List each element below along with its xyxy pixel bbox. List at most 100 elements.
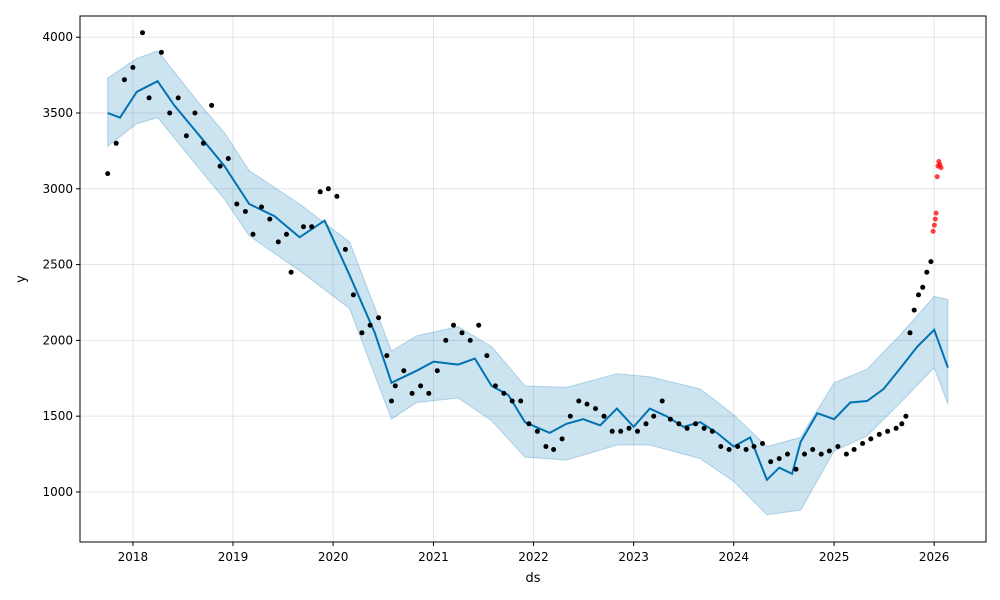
observed-point	[635, 428, 640, 434]
observed-point	[584, 401, 590, 407]
observed-point	[718, 444, 724, 449]
y-axis-title: y	[14, 275, 29, 283]
observed-point	[684, 425, 690, 431]
held-out-point	[930, 228, 936, 234]
observed-point	[893, 425, 899, 431]
observed-point	[899, 421, 905, 427]
observed-point	[183, 133, 189, 139]
y-tick-label: 2000	[42, 333, 73, 347]
x-tick-label: 2026	[919, 550, 950, 564]
observed-point	[401, 368, 407, 374]
observed-point	[618, 428, 624, 434]
observed-point	[793, 466, 799, 472]
observed-point	[192, 110, 198, 116]
observed-point	[924, 269, 930, 275]
observed-point	[267, 216, 273, 222]
observed-point	[209, 102, 215, 108]
grid	[80, 16, 986, 542]
observed-point	[451, 322, 456, 328]
observed-point	[121, 77, 127, 83]
observed-point	[334, 193, 340, 199]
observed-point	[105, 171, 111, 177]
observed-point	[392, 383, 398, 389]
y-tick-label: 1000	[42, 485, 73, 499]
observed-point	[509, 398, 515, 404]
observed-point	[459, 330, 465, 336]
observed-point	[389, 398, 394, 404]
observed-point	[810, 447, 816, 452]
observed-point	[928, 259, 934, 265]
observed-point	[140, 30, 145, 36]
observed-point	[920, 284, 926, 290]
observed-point	[275, 239, 281, 245]
observed-point	[576, 398, 582, 404]
observed-point	[350, 292, 356, 298]
observed-point	[342, 246, 348, 252]
observed-point	[751, 444, 757, 449]
observed-point	[835, 444, 841, 449]
y-axis: 1000 1500 2000 2500 3000 3500 4000	[42, 30, 80, 499]
held-out-points	[930, 159, 944, 234]
x-axis: 2018 2019 2020 2021 2022 2023 2024 2025 2026	[118, 542, 950, 564]
observed-point	[907, 330, 913, 336]
forecast-line-group	[107, 79, 949, 482]
observed-point	[916, 292, 921, 298]
observed-point	[175, 95, 181, 101]
held-out-point	[933, 210, 939, 216]
observed-point	[868, 436, 874, 442]
y-tick-label: 2500	[42, 258, 73, 272]
observed-point	[217, 163, 223, 169]
observed-point	[676, 421, 682, 427]
held-out-point	[934, 174, 940, 180]
observed-point	[200, 140, 206, 146]
observed-point	[593, 406, 598, 412]
observed-point	[376, 315, 382, 321]
observed-point	[250, 231, 256, 237]
observed-point	[501, 390, 507, 396]
held-out-point	[932, 216, 938, 222]
observed-point	[567, 413, 573, 419]
observed-point	[225, 156, 231, 161]
held-out-point	[931, 222, 937, 228]
plot-frame	[79, 15, 987, 543]
observed-point	[701, 425, 707, 431]
observed-point	[659, 398, 665, 404]
observed-point	[384, 353, 390, 359]
x-tick-label: 2025	[819, 550, 850, 564]
observed-point	[359, 330, 365, 336]
observed-point	[651, 413, 657, 419]
observed-point	[130, 65, 136, 70]
x-tick-label: 2024	[718, 550, 749, 564]
observed-point	[242, 209, 248, 214]
observed-point	[259, 204, 264, 210]
observed-point	[443, 337, 449, 343]
observed-point	[367, 322, 373, 328]
observed-point	[851, 447, 857, 452]
observed-point	[492, 383, 498, 389]
observed-point	[743, 447, 749, 452]
observed-point	[693, 421, 699, 427]
observed-point	[860, 441, 866, 446]
observed-point	[843, 451, 849, 457]
observed-point	[317, 189, 323, 195]
observed-point	[476, 322, 482, 328]
observed-point	[167, 110, 173, 116]
observed-point	[768, 459, 774, 465]
observed-point	[903, 413, 909, 419]
observed-point	[776, 456, 782, 462]
x-tick-label: 2019	[218, 550, 249, 564]
observed-point	[146, 95, 152, 101]
observed-point	[559, 436, 565, 442]
observed-point	[726, 447, 732, 452]
observed-point	[643, 421, 649, 427]
observed-point	[301, 224, 306, 230]
observed-point	[826, 448, 832, 454]
observed-point	[543, 444, 549, 449]
y-tick-label: 3500	[42, 106, 73, 120]
observed-point	[409, 390, 415, 396]
observed-point	[418, 383, 424, 389]
x-tick-label: 2020	[318, 550, 349, 564]
x-tick-label: 2022	[518, 550, 549, 564]
